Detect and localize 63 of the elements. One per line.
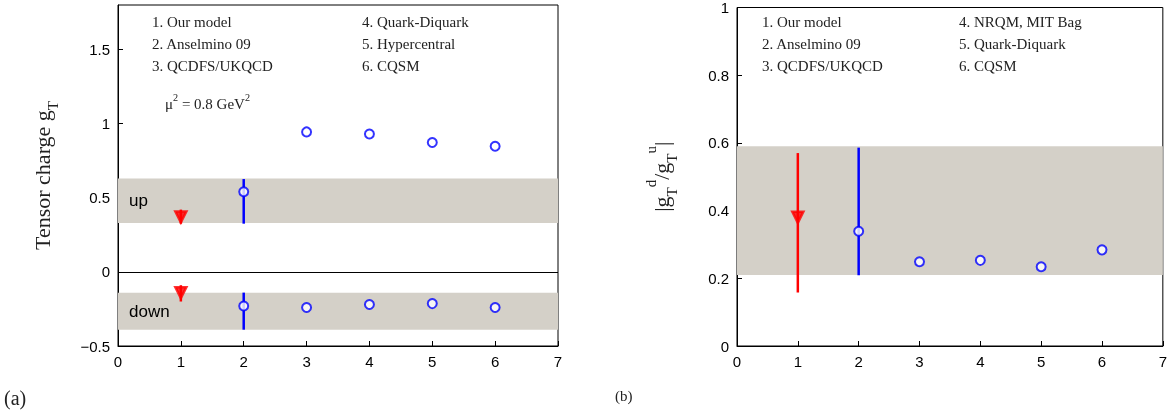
point: [974, 254, 986, 266]
y-tick-label: 0.6: [708, 134, 729, 152]
point: [238, 186, 250, 198]
y-tick-label: 0: [720, 337, 729, 355]
x-tick-label: 1: [176, 353, 186, 370]
point: [174, 210, 188, 224]
point: [914, 256, 925, 268]
x-tick-label: 5: [1036, 353, 1046, 370]
x-tick-label: 7: [1158, 353, 1167, 370]
annotation: 5. Quark-Diquark: [959, 35, 1067, 52]
x-tick-label: 5: [428, 353, 437, 370]
point: [301, 126, 313, 138]
point: [1035, 261, 1047, 273]
annotation: 2. Anselmino 09: [762, 35, 861, 52]
annotation: 5. Hypercentral: [362, 35, 456, 52]
y-tick-label: 0.5: [89, 189, 110, 207]
x-tick-label: 6: [490, 353, 500, 370]
x-tick-label: 6: [1097, 353, 1107, 370]
y-tick-label: −0.5: [80, 337, 110, 355]
point: [426, 298, 438, 310]
y-tick-label: 0.8: [708, 66, 729, 84]
annotation: 3. QCDFS/UKQCD: [762, 57, 884, 74]
x-tick-label: 2: [854, 353, 863, 370]
y-tick-label: 0.4: [708, 202, 729, 220]
y-tick-label: 1: [101, 115, 110, 133]
y-tick-label: 0.2: [708, 269, 729, 287]
y-axis-title: |gTd/gTu|: [643, 141, 680, 212]
x-tick-label: 2: [239, 353, 248, 370]
x-tick-label: 3: [302, 353, 311, 370]
text: (a): [4, 387, 27, 410]
band-label: down: [129, 301, 170, 321]
y-axis-title: Tensor charge gT: [29, 101, 61, 250]
point: [489, 301, 501, 313]
point: [853, 225, 865, 237]
x-tick-label: 4: [365, 353, 374, 370]
annotation: 4. Quark-Diquark: [362, 13, 470, 30]
x-tick-label: 4: [976, 353, 985, 370]
point: [301, 301, 313, 313]
point: [238, 300, 250, 312]
annotation: 4. NRQM, MIT Bag: [959, 13, 1083, 30]
annotation: 6. CQSM: [959, 57, 1017, 74]
x-tick-label: 0: [732, 353, 742, 370]
point: [791, 210, 805, 225]
annotation: 6. CQSM: [362, 57, 420, 74]
point: [489, 140, 501, 152]
annotation: 3. QCDFS/UKQCD: [152, 57, 274, 74]
annotation: 1. Our model: [152, 13, 232, 30]
y-tick-label: 0: [101, 263, 110, 281]
point: [363, 298, 375, 310]
annotation: 1. Our model: [762, 13, 842, 30]
x-tick-label: 3: [915, 353, 924, 370]
y-tick-label: 1: [720, 0, 729, 16]
x-tick-label: 7: [553, 353, 563, 370]
x-tick-label: 1: [793, 353, 802, 370]
point: [363, 128, 375, 140]
band-label: up: [129, 191, 148, 211]
point: [426, 136, 438, 148]
x-tick-label: 0: [113, 353, 123, 370]
text: (b): [615, 387, 633, 405]
point: [174, 285, 188, 300]
y-tick-label: 1.5: [89, 40, 110, 58]
annotation: 2. Anselmino 09: [152, 35, 251, 52]
point: [1096, 244, 1108, 256]
